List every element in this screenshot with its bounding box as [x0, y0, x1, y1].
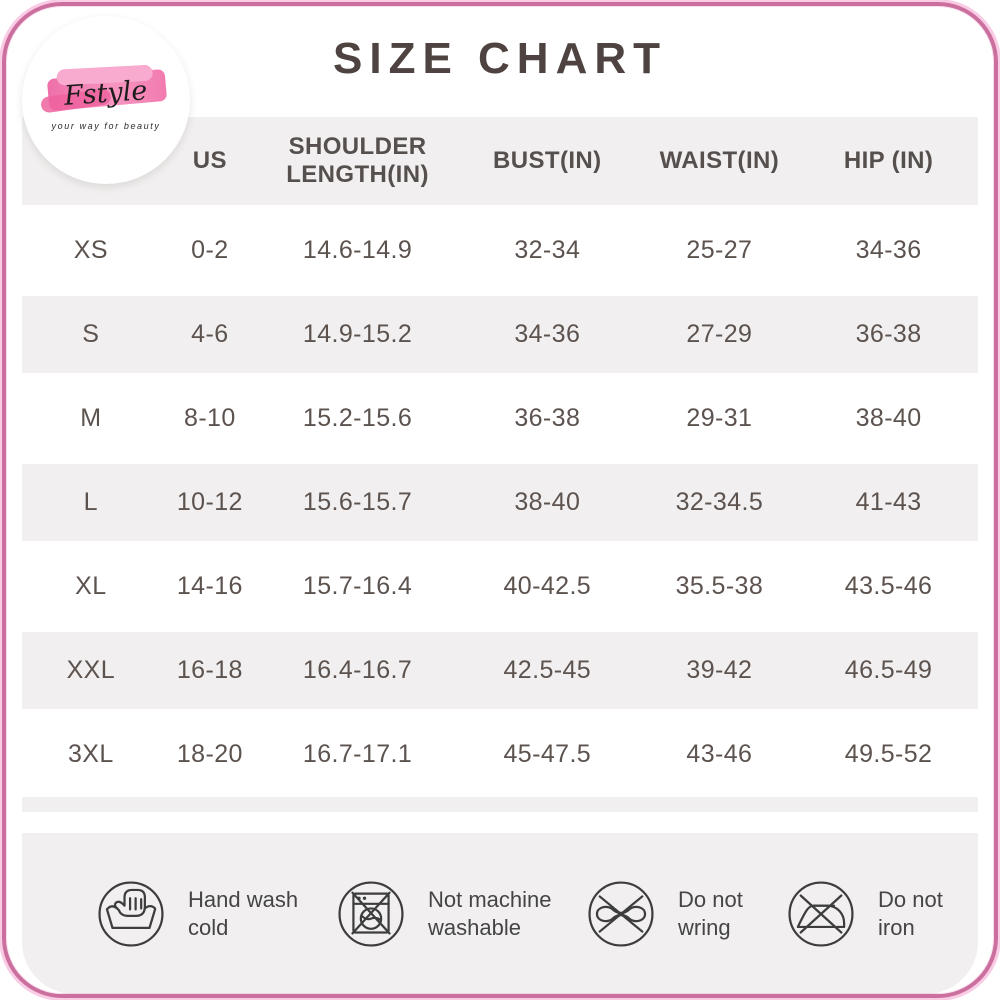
table-cell: 34-36: [514, 320, 581, 348]
size-label: L: [83, 488, 98, 516]
care-item-hand-wash: Hand wash cold: [94, 877, 310, 951]
header-shoulder: SHOULDER LENGTH(IN): [286, 133, 429, 188]
header-us: US: [192, 147, 227, 175]
header-hip: HIP (IN): [843, 147, 934, 175]
do-not-machine-wash-icon: [338, 880, 404, 947]
size-label: XS: [73, 236, 108, 264]
table-cell: 14-16: [176, 572, 243, 600]
care-label: Hand wash cold: [188, 887, 299, 940]
table-cell: 14.9-15.2: [302, 320, 413, 348]
table-row-xs: XS 0-2 14.6-14.9 32-34 25-27 34-36: [22, 212, 978, 289]
hand-wash-icon: [98, 880, 164, 947]
table-cell: 35.5-38: [675, 572, 764, 600]
header-waist: WAIST(IN): [659, 147, 780, 175]
table-cell: 4-6: [191, 320, 229, 348]
table-cell: 15.7-16.4: [302, 572, 413, 600]
table-cell: 42.5-45: [503, 656, 592, 684]
table-row-xxl: XXL 16-18 16.4-16.7 42.5-45 39-42 46.5-49: [22, 632, 978, 709]
do-not-iron-icon: [788, 880, 854, 947]
table-cell: 36-38: [855, 320, 922, 348]
table-body: XS 0-2 14.6-14.9 32-34 25-27 34-36 S 4-6 14.9-15…: [22, 212, 978, 800]
table-row-xl: XL 14-16 15.7-16.4 40-42.5 35.5-38 43.5-46: [22, 548, 978, 625]
table-row-l: L 10-12 15.6-15.7 38-40 32-34.5 41-43: [22, 464, 978, 541]
table-row-s: S 4-6 14.9-15.2 34-36 27-29 36-38: [22, 296, 978, 373]
table-cell: 0-2: [191, 236, 229, 264]
table-row-3xl: 3XL 18-20 16.7-17.1 45-47.5 43-46 49.5-52: [22, 716, 978, 793]
table-cell: 34-36: [855, 236, 922, 264]
table-cell: 18-20: [176, 740, 243, 768]
size-label: XXL: [66, 656, 116, 684]
page-title: SIZE CHART: [333, 34, 667, 83]
table-cell: 15.6-15.7: [302, 488, 413, 516]
care-label: Do not wring: [678, 887, 743, 940]
table-cell: 46.5-49: [844, 656, 933, 684]
care-instructions: Hand wash cold Not machine washable: [22, 833, 978, 994]
table-cell: 38-40: [514, 488, 581, 516]
table-cell: 25-27: [686, 236, 753, 264]
table-cell: 15.2-15.6: [302, 404, 413, 432]
table-cell: 40-42.5: [503, 572, 592, 600]
table-cell: 43.5-46: [844, 572, 933, 600]
table-cell: 10-12: [176, 488, 243, 516]
size-label: M: [80, 404, 102, 432]
header-bust: BUST(IN): [493, 147, 602, 175]
table-cell: 45-47.5: [503, 740, 592, 768]
table-cell: 16-18: [176, 656, 243, 684]
brand-name: Fstyle: [63, 74, 149, 112]
table-cell: 32-34.5: [675, 488, 764, 516]
table-cell: 38-40: [855, 404, 922, 432]
size-label: XL: [75, 572, 107, 600]
table-cell: 16.4-16.7: [302, 656, 413, 684]
care-item-no-machine-wash: Not machine washable: [334, 877, 570, 951]
table-cell: 8-10: [184, 404, 236, 432]
table-cell: 32-34: [514, 236, 581, 264]
table-cell: 29-31: [686, 404, 753, 432]
care-label: Do not iron: [878, 887, 943, 940]
do-not-wring-icon: [588, 880, 654, 947]
table-cell: 16.7-17.1: [302, 740, 413, 768]
table-cell: 41-43: [855, 488, 922, 516]
size-label: S: [82, 320, 100, 348]
divider-band: [22, 797, 978, 812]
brand-tagline: your way for beauty: [51, 120, 161, 131]
table-row-m: M 8-10 15.2-15.6 36-38 29-31 38-40: [22, 380, 978, 457]
care-label: Not machine washable: [428, 887, 552, 940]
brand-logo: Fstyle your way for beauty: [22, 16, 190, 184]
table-cell: 27-29: [686, 320, 753, 348]
size-label: 3XL: [67, 740, 114, 768]
table-cell: 36-38: [514, 404, 581, 432]
table-cell: 39-42: [686, 656, 753, 684]
table-cell: 49.5-52: [844, 740, 933, 768]
care-item-no-iron: Do not iron: [784, 877, 970, 951]
table-cell: 14.6-14.9: [302, 236, 413, 264]
table-cell: 43-46: [686, 740, 753, 768]
care-item-no-wring: Do not wring: [584, 877, 770, 951]
